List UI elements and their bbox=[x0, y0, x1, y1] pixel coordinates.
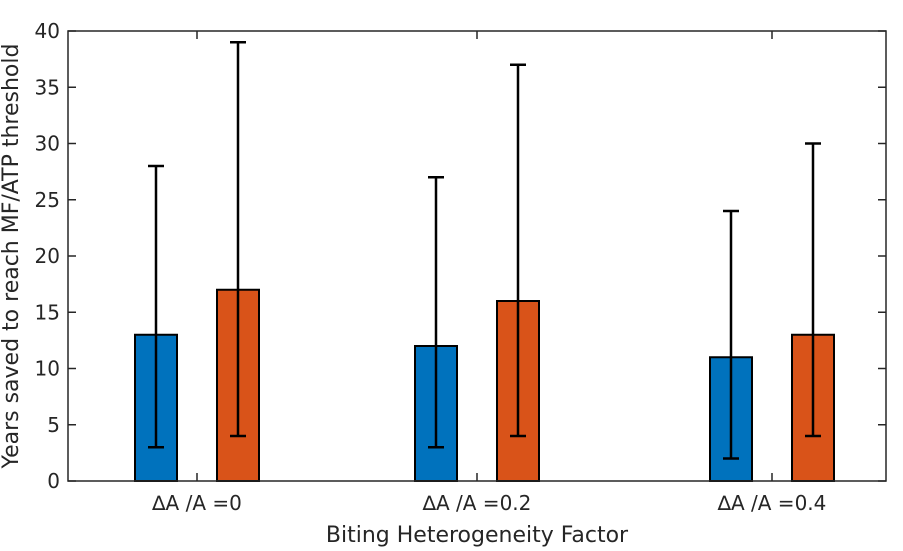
error-bar-series1-cat3 bbox=[723, 209, 739, 460]
error-bar-series2-cat1 bbox=[230, 41, 246, 438]
error-bar-series1-cat2 bbox=[428, 176, 444, 449]
y-tick-label: 15 bbox=[35, 300, 60, 324]
error-bar-series1-cat1 bbox=[148, 164, 164, 449]
y-axis: 0 5 10 15 20 25 30 35 40 bbox=[35, 19, 886, 493]
x-axis-title: Biting Heterogeneity Factor bbox=[326, 523, 629, 548]
y-tick-label: 20 bbox=[35, 244, 60, 268]
y-tick-label: 10 bbox=[35, 357, 60, 381]
y-tick-label: 5 bbox=[47, 413, 60, 437]
error-bar-series2-cat2 bbox=[510, 63, 526, 438]
y-tick-label: 35 bbox=[35, 75, 60, 99]
y-tick-label: 40 bbox=[35, 19, 60, 43]
y-axis-title: Years saved to reach MF/ATP threshold bbox=[0, 44, 24, 470]
error-bars-layer bbox=[148, 41, 821, 460]
x-tick-label: ∆A /A =0 bbox=[151, 491, 242, 515]
x-tick-label: ∆A /A =0.4 bbox=[717, 491, 827, 515]
x-tick-label: ∆A /A =0.2 bbox=[422, 491, 532, 515]
error-bar-series2-cat3 bbox=[805, 142, 821, 438]
plot-background bbox=[68, 31, 886, 481]
x-axis: ∆A /A =0 ∆A /A =0.2 ∆A /A =0.4 bbox=[151, 31, 826, 515]
y-tick-label: 30 bbox=[35, 132, 60, 156]
y-tick-label: 0 bbox=[47, 469, 60, 493]
y-tick-label: 25 bbox=[35, 188, 60, 212]
